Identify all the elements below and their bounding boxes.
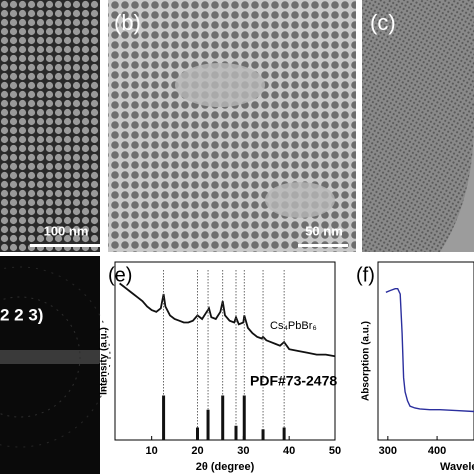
- scale-label: 50 nm: [305, 223, 343, 238]
- panel-label: (b): [114, 10, 141, 35]
- scale-bar: [30, 244, 102, 247]
- scale-bar: [298, 244, 348, 247]
- panel-label: (f): [356, 264, 375, 286]
- background-region: [440, 120, 474, 252]
- ring: [0, 296, 81, 418]
- y-axis-title: Intensity (a.u.): [99, 327, 110, 395]
- background-region: [265, 182, 335, 218]
- y-axis-title: Absorption (a.u.): [361, 321, 372, 401]
- annotation: 2 2 3): [0, 305, 43, 324]
- x-tick-label: 40: [283, 445, 295, 457]
- reference-stick: [242, 395, 246, 440]
- reference-stick: [282, 427, 286, 440]
- reference-stick: [234, 425, 238, 440]
- data-line: [385, 288, 474, 413]
- micrograph-c: [362, 0, 474, 252]
- panel-label: (c): [370, 10, 396, 35]
- reference-stick: [261, 429, 265, 440]
- plot-frame: [377, 261, 474, 441]
- reference-stick: [206, 409, 210, 440]
- background-region: [175, 63, 265, 107]
- reference-stick: [196, 427, 199, 440]
- x-tick-label: 400: [428, 445, 446, 457]
- x-tick-label: 10: [146, 445, 158, 457]
- reference-stick: [162, 395, 166, 440]
- x-axis-title: 2θ (degree): [196, 461, 255, 473]
- x-tick-label: 30: [237, 445, 249, 457]
- series-label: PDF#73-2478: [250, 373, 337, 389]
- micrograph-a: [0, 0, 100, 252]
- x-tick-label: 50: [329, 445, 341, 457]
- reference-stick: [221, 395, 225, 440]
- diffraction-d: [0, 256, 100, 474]
- series-label: Cs₄PbBr₆: [270, 320, 317, 332]
- x-tick-label: 20: [191, 445, 203, 457]
- data-line: [119, 282, 336, 358]
- beam-stop: [0, 350, 100, 364]
- x-axis-title: Wavelength (nm): [440, 461, 474, 473]
- ring: [0, 266, 111, 448]
- panel-label: (e): [108, 264, 132, 286]
- scale-label: 100 nm: [44, 223, 89, 238]
- x-tick-label: 300: [379, 445, 397, 457]
